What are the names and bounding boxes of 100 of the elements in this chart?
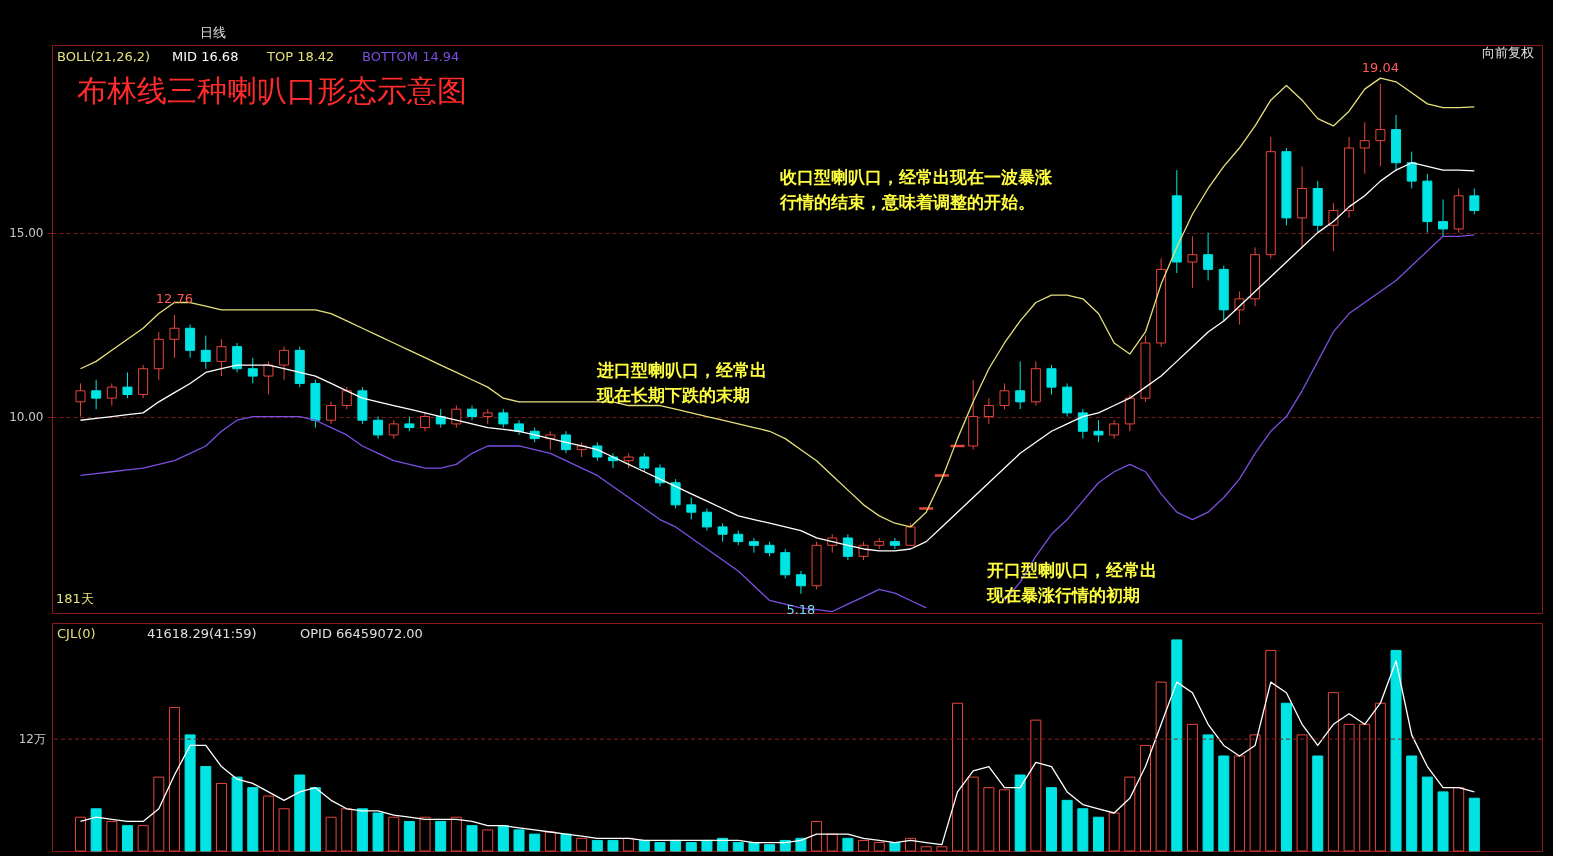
bar bbox=[231, 776, 243, 852]
bar bbox=[450, 816, 462, 852]
bar bbox=[1249, 734, 1261, 852]
bar bbox=[983, 787, 995, 852]
bar bbox=[200, 766, 212, 852]
text: MID 16.68 bbox=[172, 49, 239, 64]
candlestick bbox=[639, 452, 650, 473]
bar bbox=[388, 816, 400, 852]
bar bbox=[121, 825, 133, 852]
bar bbox=[1139, 744, 1151, 852]
bar bbox=[278, 808, 290, 852]
bar bbox=[356, 808, 368, 852]
bar bbox=[842, 837, 854, 852]
bar bbox=[1155, 681, 1167, 852]
candlestick bbox=[232, 342, 243, 373]
text: 日线 bbox=[200, 25, 226, 40]
bar bbox=[638, 839, 650, 852]
bar bbox=[1171, 639, 1183, 852]
bar bbox=[701, 839, 713, 852]
bar bbox=[1343, 723, 1355, 852]
bar bbox=[1468, 797, 1480, 852]
bar bbox=[294, 774, 306, 852]
bar bbox=[560, 833, 572, 852]
candlestick bbox=[169, 314, 180, 359]
candlestick bbox=[420, 412, 431, 432]
ref-line-label: 12万 bbox=[18, 732, 46, 747]
candlestick bbox=[498, 408, 509, 429]
annotation: 进口型喇叭口，经常出现在长期下跌的末期 bbox=[596, 360, 767, 405]
text: BOTTOM 14.94 bbox=[362, 49, 460, 64]
candlestick bbox=[780, 548, 791, 579]
bar bbox=[1453, 787, 1465, 852]
candlestick bbox=[122, 371, 133, 399]
bar bbox=[1092, 816, 1104, 852]
candlestick bbox=[326, 401, 337, 425]
bar bbox=[1202, 734, 1214, 852]
bar bbox=[811, 820, 823, 852]
bar bbox=[215, 782, 227, 852]
bar bbox=[1124, 776, 1136, 852]
bar bbox=[309, 787, 321, 852]
annotation: 12.76 bbox=[155, 291, 194, 307]
candlestick bbox=[247, 357, 258, 384]
bar bbox=[936, 846, 948, 852]
bar bbox=[497, 825, 509, 852]
bar bbox=[325, 816, 337, 852]
bar bbox=[654, 842, 666, 852]
candlestick bbox=[748, 537, 759, 554]
candlestick bbox=[185, 324, 196, 359]
candlestick bbox=[1203, 232, 1214, 281]
candlestick bbox=[686, 496, 697, 521]
bar bbox=[1108, 812, 1120, 852]
candlestick bbox=[1046, 364, 1057, 395]
annotation: BOLL(21,26,2) bbox=[57, 49, 151, 64]
y-tick-label: 10.00 bbox=[9, 410, 44, 425]
bar bbox=[1077, 808, 1089, 852]
bar bbox=[1359, 723, 1371, 852]
candlestick bbox=[889, 537, 900, 550]
annotation: 41618.29(41:59) bbox=[147, 626, 257, 641]
bar bbox=[623, 837, 635, 852]
bar bbox=[1061, 799, 1073, 852]
candlestick bbox=[1077, 408, 1088, 440]
bar bbox=[858, 839, 870, 852]
bar bbox=[1218, 755, 1230, 852]
candlestick bbox=[106, 382, 117, 407]
candlestick bbox=[451, 405, 462, 429]
bar bbox=[591, 839, 603, 852]
bar bbox=[482, 829, 494, 852]
bar bbox=[748, 842, 760, 852]
bar bbox=[873, 842, 885, 852]
candlestick bbox=[341, 386, 352, 410]
candlestick bbox=[1359, 121, 1370, 175]
bar bbox=[670, 839, 682, 852]
annotation: CJL(0) bbox=[57, 626, 96, 641]
candlestick bbox=[1469, 187, 1480, 215]
bar bbox=[1421, 776, 1433, 852]
bar bbox=[732, 842, 744, 852]
bar bbox=[1186, 723, 1198, 852]
bar bbox=[341, 808, 353, 852]
bar bbox=[826, 833, 838, 852]
candlestick bbox=[216, 338, 227, 377]
bar bbox=[90, 808, 102, 852]
bar bbox=[717, 837, 729, 852]
annotation: 181天 bbox=[56, 591, 94, 606]
annotation: 收口型喇叭口，经常出现在一波暴涨行情的结束，意味着调整的开始。 bbox=[779, 167, 1053, 212]
bar bbox=[952, 702, 964, 852]
candlestick bbox=[200, 335, 211, 370]
y-tick-label: 15.00 bbox=[9, 226, 44, 241]
annotation: 向前复权 bbox=[1482, 45, 1534, 60]
bar bbox=[889, 842, 901, 852]
candlestick bbox=[1109, 419, 1120, 440]
candlestick bbox=[1328, 202, 1339, 252]
bar bbox=[1030, 719, 1042, 852]
candlestick bbox=[279, 346, 290, 381]
bar bbox=[435, 820, 447, 852]
candlestick bbox=[999, 382, 1010, 410]
bar bbox=[576, 837, 588, 852]
candlestick bbox=[263, 360, 274, 395]
bar bbox=[1312, 755, 1324, 852]
candlestick bbox=[717, 522, 728, 543]
candlestick bbox=[1187, 235, 1198, 289]
bar bbox=[1265, 649, 1277, 852]
